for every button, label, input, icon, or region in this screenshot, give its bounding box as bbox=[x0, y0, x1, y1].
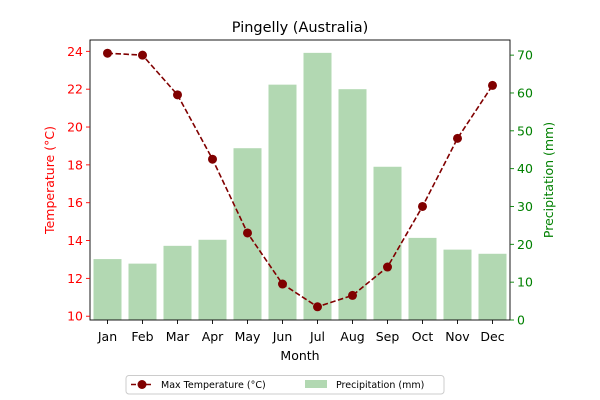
x-tick-label-apr: Apr bbox=[202, 329, 224, 344]
left-tick-label-14: 14 bbox=[67, 233, 83, 248]
axes: 10 12 14 16 18 20 22 24 0 10 20 30 40 50 60 70 Jan Feb Mar… bbox=[67, 39, 533, 344]
precipitation-bar-oct bbox=[408, 237, 437, 320]
precipitation-bar-jan bbox=[93, 259, 122, 320]
legend-line-marker bbox=[137, 380, 147, 389]
left-tick-label-24: 24 bbox=[67, 44, 83, 59]
x-tick-label-mar: Mar bbox=[166, 329, 190, 344]
x-tick-label-may: May bbox=[235, 329, 261, 344]
precipitation-bar-sep bbox=[373, 166, 402, 320]
plot-frame bbox=[89, 39, 511, 321]
left-tick-label-18: 18 bbox=[67, 157, 83, 172]
temperature-point-mar bbox=[173, 90, 182, 100]
right-tick-label-60: 60 bbox=[517, 85, 533, 100]
left-tick-label-20: 20 bbox=[67, 120, 83, 135]
x-tick-label-jun: Jun bbox=[272, 329, 293, 344]
precipitation-bar-jul bbox=[303, 52, 332, 320]
temperature-point-oct bbox=[418, 201, 427, 211]
temperature-point-apr bbox=[208, 154, 217, 164]
temperature-point-aug bbox=[348, 290, 357, 300]
right-axis-label: Precipitation (mm) bbox=[541, 122, 556, 238]
right-tick-label-0: 0 bbox=[517, 313, 525, 328]
left-tick-label-10: 10 bbox=[67, 309, 83, 324]
right-tick-label-50: 50 bbox=[517, 123, 533, 138]
precipitation-bar-feb bbox=[128, 263, 157, 320]
right-tick-label-70: 70 bbox=[517, 48, 533, 63]
left-axis-label: Temperature (°C) bbox=[42, 126, 57, 235]
x-tick-label-oct: Oct bbox=[412, 329, 434, 344]
right-tick-label-40: 40 bbox=[517, 161, 533, 176]
precipitation-bar-apr bbox=[198, 239, 227, 320]
temperature-line bbox=[103, 48, 497, 312]
left-tick-label-12: 12 bbox=[67, 271, 83, 286]
x-tick-label-feb: Feb bbox=[131, 329, 153, 344]
legend-frame bbox=[125, 375, 445, 395]
temperature-point-jul bbox=[313, 302, 322, 312]
x-tick-label-nov: Nov bbox=[445, 329, 470, 344]
left-tick-label-22: 22 bbox=[67, 82, 83, 97]
temperature-point-dec bbox=[488, 80, 497, 90]
x-tick-label-sep: Sep bbox=[376, 329, 400, 344]
legend: Max Temperature (°C) Precipitation (mm) bbox=[125, 375, 445, 395]
precipitation-bar-nov bbox=[443, 249, 472, 320]
temperature-point-nov bbox=[453, 133, 462, 143]
x-axis-label: Month bbox=[280, 348, 319, 363]
right-tick-label-10: 10 bbox=[517, 275, 533, 290]
precipitation-bar-mar bbox=[163, 245, 192, 320]
precipitation-bars bbox=[93, 52, 507, 321]
x-tick-label-jan: Jan bbox=[97, 329, 117, 344]
x-tick-label-aug: Aug bbox=[340, 329, 364, 344]
temperature-point-jun bbox=[278, 279, 287, 289]
chart-title: Pingelly (Australia) bbox=[232, 20, 368, 36]
temperature-point-may bbox=[243, 228, 252, 238]
precipitation-bar-dec bbox=[478, 253, 507, 320]
x-tick-label-jul: Jul bbox=[309, 329, 325, 344]
temperature-point-sep bbox=[383, 262, 392, 272]
legend-label-precipitation: Precipitation (mm) bbox=[336, 380, 424, 391]
legend-bar-swatch bbox=[305, 380, 327, 388]
temperature-point-feb bbox=[138, 50, 147, 60]
precipitation-bar-aug bbox=[338, 89, 367, 321]
legend-label-temperature: Max Temperature (°C) bbox=[161, 380, 266, 391]
right-tick-label-30: 30 bbox=[517, 199, 533, 214]
left-tick-label-16: 16 bbox=[67, 195, 83, 210]
right-tick-label-20: 20 bbox=[517, 237, 533, 252]
temperature-point-jan bbox=[103, 48, 112, 58]
x-tick-label-dec: Dec bbox=[480, 329, 504, 344]
